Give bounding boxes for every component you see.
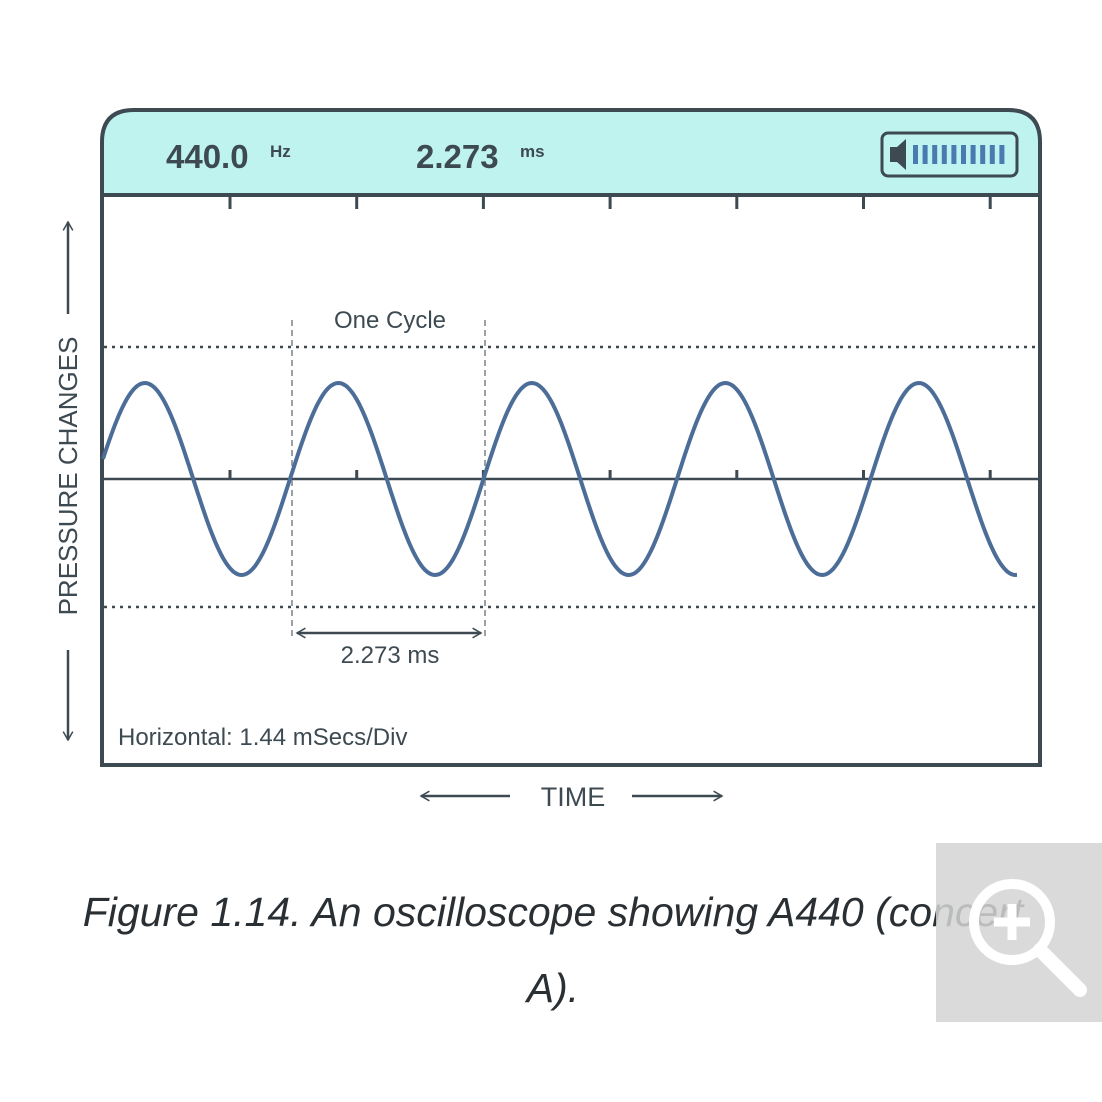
- zoom-lens: [969, 879, 1055, 965]
- volume-bar: [970, 145, 976, 164]
- tick-marks: [228, 197, 992, 479]
- volume-bar: [951, 145, 957, 164]
- volume-icon: [880, 131, 1019, 178]
- horizontal-scale: Horizontal: 1.44 mSecs/Div: [118, 724, 407, 751]
- cycle-label: One Cycle: [334, 307, 446, 334]
- volume-bar: [913, 145, 918, 164]
- volume-bar: [980, 145, 986, 164]
- volume-bar: [961, 145, 966, 164]
- volume-bar: [989, 145, 995, 164]
- frequency-unit: Hz: [270, 142, 291, 161]
- zoom-plus: [994, 904, 1030, 940]
- period: 2.273: [416, 138, 499, 175]
- waveform: [101, 380, 1018, 578]
- frequency: 440.0: [166, 138, 249, 175]
- volume-bar: [999, 145, 1005, 164]
- header-band: [100, 108, 1042, 197]
- period-unit: ms: [520, 142, 545, 161]
- volume-bar: [922, 145, 928, 164]
- caption-line: Figure 1.14. An oscilloscope showing A44…: [83, 889, 1025, 935]
- zoom-handle: [1033, 943, 1087, 997]
- horizontal-axis-label: TIME: [541, 782, 606, 812]
- period-label: 2.273 ms: [341, 642, 440, 669]
- volume-bar: [941, 145, 947, 164]
- volume-bar: [932, 145, 938, 164]
- vertical-axis-label: PRESSURE CHANGES: [53, 337, 83, 616]
- zoom-button[interactable]: [936, 843, 1102, 1022]
- caption-line: A).: [524, 965, 579, 1011]
